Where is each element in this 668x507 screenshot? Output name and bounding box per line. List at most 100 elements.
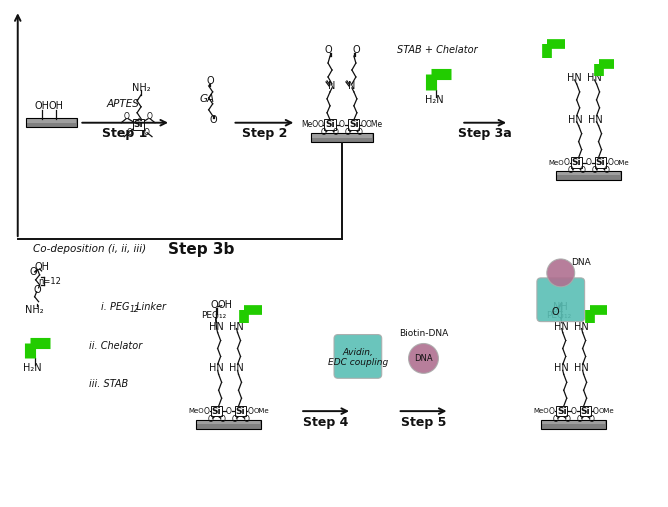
Text: NH: NH [553, 302, 568, 312]
Text: Step 3a: Step 3a [458, 127, 512, 140]
Text: Co-deposition (i, ii, iii): Co-deposition (i, ii, iii) [33, 244, 146, 254]
Circle shape [409, 344, 438, 373]
Bar [311, 133, 373, 142]
Text: Step 4: Step 4 [303, 416, 349, 428]
Circle shape [547, 259, 574, 287]
Text: HN: HN [554, 364, 569, 373]
Text: O: O [607, 158, 613, 167]
Text: O: O [204, 407, 210, 416]
Text: Step 2: Step 2 [242, 127, 287, 140]
Text: Si: Si [212, 407, 222, 416]
Text: iii. STAB: iii. STAB [90, 379, 129, 389]
Text: Step 1: Step 1 [102, 127, 148, 140]
Text: HN: HN [229, 364, 244, 373]
Text: O: O [592, 166, 597, 175]
Text: O: O [580, 166, 586, 175]
Bar [312, 134, 372, 137]
Text: DNA: DNA [414, 354, 433, 363]
Text: OMe: OMe [365, 120, 382, 129]
Text: O: O [207, 76, 214, 86]
Text: Si: Si [580, 407, 591, 416]
Bar [197, 421, 260, 424]
Text: MeO: MeO [548, 160, 564, 165]
Text: N: N [348, 81, 355, 91]
Text: i. PEG: i. PEG [102, 302, 130, 312]
Text: Si: Si [596, 158, 605, 167]
Text: NH₂: NH₂ [132, 83, 150, 93]
Text: OMe: OMe [614, 160, 629, 165]
Text: O: O [321, 128, 327, 137]
Text: HN: HN [589, 115, 603, 125]
Text: HN: HN [209, 321, 224, 332]
Text: O: O [361, 120, 367, 129]
Text: PEG₁₂: PEG₁₂ [546, 311, 571, 320]
Text: O: O [333, 128, 339, 137]
Text: O: O [345, 128, 351, 137]
Text: O: O [226, 407, 232, 416]
Text: O: O [604, 166, 609, 175]
Text: GA: GA [199, 94, 214, 104]
Text: STAB + Chelator: STAB + Chelator [397, 45, 478, 55]
Text: 12: 12 [129, 305, 139, 314]
Text: O: O [553, 415, 558, 423]
Text: HN: HN [229, 321, 244, 332]
Text: Si: Si [325, 120, 335, 129]
Text: DNA: DNA [570, 259, 591, 268]
Text: O: O [352, 45, 359, 55]
Text: O: O [147, 112, 153, 121]
Text: O: O [324, 45, 332, 55]
Bar [557, 172, 620, 175]
FancyBboxPatch shape [334, 335, 381, 378]
Text: Si: Si [572, 158, 581, 167]
Text: O: O [208, 415, 214, 423]
Text: O: O [34, 285, 41, 295]
Text: O: O [564, 415, 570, 423]
Text: O: O [552, 307, 560, 317]
Text: O: O [126, 128, 132, 137]
Text: HN: HN [574, 321, 589, 332]
Text: O: O [123, 112, 129, 121]
Text: NH₂: NH₂ [25, 305, 44, 315]
Text: O: O [576, 415, 582, 423]
Text: MeO: MeO [301, 120, 319, 129]
Text: O: O [211, 300, 218, 310]
Text: OH: OH [34, 262, 49, 272]
FancyBboxPatch shape [537, 278, 584, 321]
Text: HN: HN [574, 364, 589, 373]
Text: OH: OH [217, 300, 232, 310]
Text: OMe: OMe [599, 408, 615, 414]
Bar [556, 171, 621, 180]
Text: O: O [30, 267, 37, 277]
Text: O: O [570, 407, 576, 416]
Text: n=12: n=12 [38, 277, 61, 286]
Text: EDC coupling: EDC coupling [328, 358, 388, 367]
Text: O: O [232, 415, 238, 423]
Text: Linker: Linker [133, 302, 166, 312]
Text: HN: HN [587, 73, 602, 83]
Text: Biotin-DNA: Biotin-DNA [399, 329, 448, 338]
Text: Si: Si [557, 407, 566, 416]
Text: ii. Chelator: ii. Chelator [90, 342, 142, 351]
Text: APTES: APTES [107, 99, 140, 109]
Bar [542, 421, 605, 424]
Text: O: O [586, 158, 592, 167]
Text: OH: OH [48, 101, 63, 111]
Text: O: O [568, 166, 574, 175]
Text: O: O [564, 158, 570, 167]
Text: Avidin,: Avidin, [343, 348, 373, 357]
Text: PEG₁₂: PEG₁₂ [201, 311, 226, 320]
Text: O: O [339, 120, 345, 129]
Text: Step 5: Step 5 [401, 416, 446, 428]
Bar [196, 420, 261, 428]
Text: Si: Si [236, 407, 245, 416]
Text: H₂N: H₂N [425, 95, 444, 105]
Text: HN: HN [568, 115, 583, 125]
Text: O: O [244, 415, 249, 423]
Text: H₂N: H₂N [23, 364, 42, 373]
Text: HN: HN [567, 73, 582, 83]
Text: Si: Si [134, 120, 143, 129]
Text: O: O [220, 415, 226, 423]
Bar [541, 420, 606, 428]
Text: O: O [210, 115, 218, 125]
Text: Si: Si [349, 120, 359, 129]
